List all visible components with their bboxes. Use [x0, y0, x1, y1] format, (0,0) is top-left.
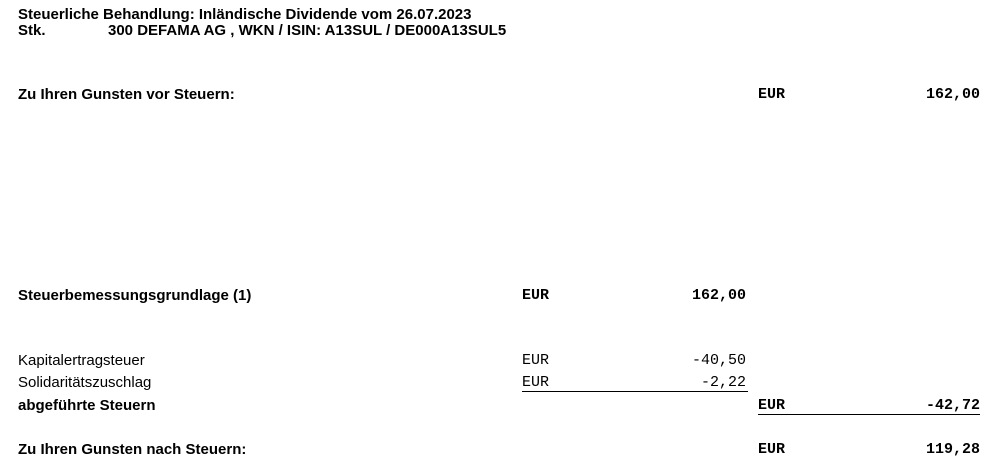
- subtotal-divider: [522, 391, 748, 392]
- document-title: Steuerliche Behandlung: Inländische Divi…: [18, 6, 472, 23]
- taxes-withheld-label: abgeführte Steuern: [18, 397, 156, 414]
- after-taxes-currency: EUR: [758, 441, 786, 458]
- after-taxes-label: Zu Ihren Gunsten nach Steuern:: [18, 441, 247, 458]
- after-taxes-amount: 119,28: [925, 441, 980, 458]
- taxes-withheld-currency: EUR: [758, 397, 786, 414]
- solidarity-surcharge-amount: -2,22: [700, 374, 746, 391]
- quantity-label: Stk.: [18, 22, 46, 39]
- solidarity-surcharge-label: Solidaritätszuschlag: [18, 374, 152, 391]
- taxes-withheld-amount: -42,72: [925, 397, 980, 414]
- solidarity-surcharge-currency: EUR: [522, 374, 550, 391]
- capital-gains-tax-amount: -40,50: [691, 352, 746, 369]
- before-taxes-label: Zu Ihren Gunsten vor Steuern:: [18, 86, 235, 103]
- assessment-base-amount: 162,00: [691, 287, 746, 304]
- capital-gains-tax-label: Kapitalertragsteuer: [18, 352, 145, 369]
- capital-gains-tax-currency: EUR: [522, 352, 550, 369]
- before-taxes-amount: 162,00: [925, 86, 980, 103]
- assessment-base-label: Steuerbemessungsgrundlage (1): [18, 287, 252, 304]
- before-taxes-currency: EUR: [758, 86, 786, 103]
- total-divider: [758, 414, 980, 415]
- security-description: 300 DEFAMA AG , WKN / ISIN: A13SUL / DE0…: [108, 22, 507, 39]
- assessment-base-currency: EUR: [522, 287, 550, 304]
